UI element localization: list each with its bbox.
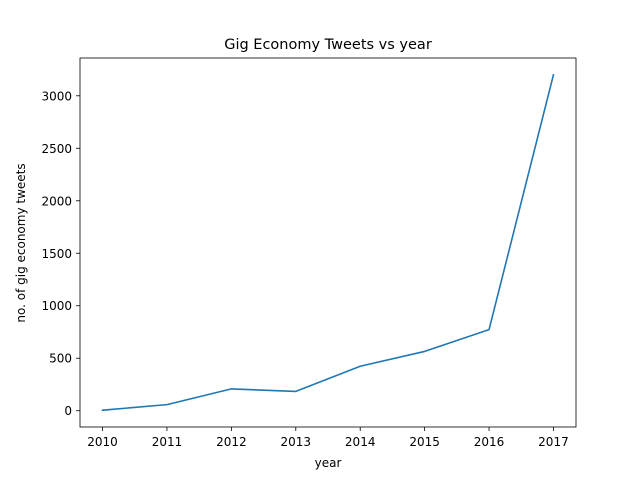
x-tick-label: 2015: [409, 435, 440, 449]
axes-frame: [79, 57, 577, 428]
x-tick-label: 2012: [216, 435, 247, 449]
x-axis-label: year: [315, 456, 342, 470]
y-tick-label: 1000: [41, 299, 72, 313]
x-tick-label: 2011: [152, 435, 183, 449]
y-tick-label: 2000: [41, 194, 72, 208]
y-axis-label: no. of gig economy tweets: [14, 163, 28, 322]
y-tick-label: 3000: [41, 89, 72, 103]
x-tick-label: 2014: [345, 435, 376, 449]
x-tick-label: 2010: [87, 435, 118, 449]
x-tick-label: 2016: [474, 435, 505, 449]
y-tick-label: 0: [64, 404, 72, 418]
plot-area: 2010 2011 2012 2013 2014 2015 2016 2017 0 500 1000…: [41, 57, 577, 449]
y-tick-label: 1500: [41, 247, 72, 261]
x-tick-label: 2017: [538, 435, 569, 449]
chart-title: Gig Economy Tweets vs year: [224, 37, 432, 53]
series-line: [101, 73, 555, 412]
y-tick-label: 2500: [41, 142, 72, 156]
x-tick-label: 2013: [281, 435, 312, 449]
y-tick-label: 500: [49, 352, 72, 366]
